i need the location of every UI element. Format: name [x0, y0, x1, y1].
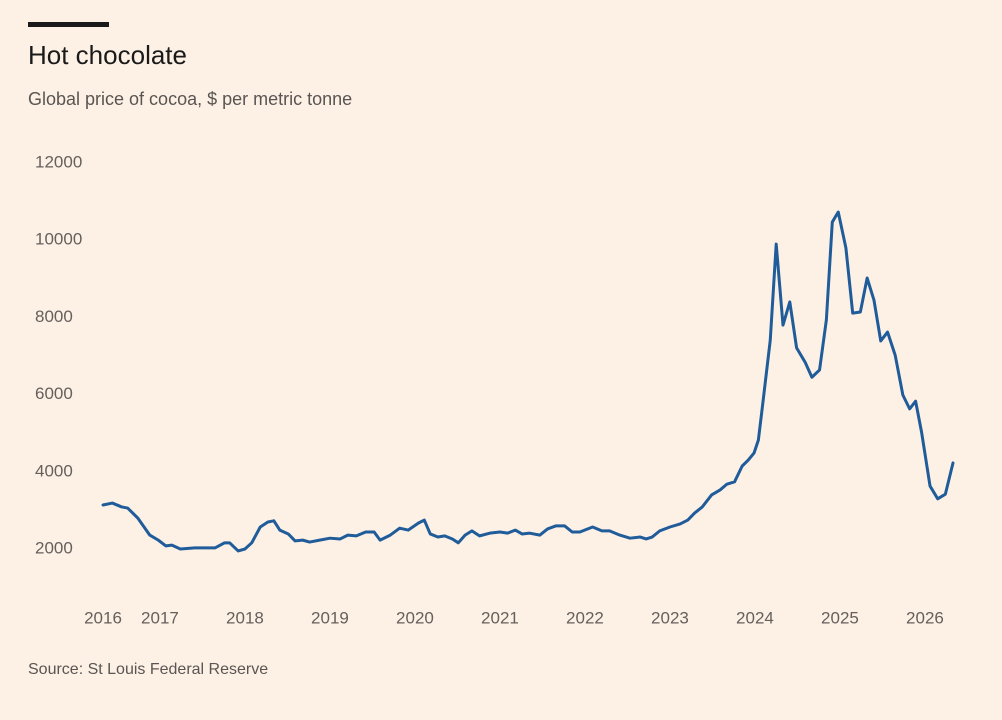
price-line — [101, 210, 955, 553]
x-tick-label: 2024 — [736, 608, 774, 627]
y-tick-label: 10000 — [35, 230, 82, 249]
x-tick-label: 2016 — [84, 608, 122, 627]
x-tick-label: 2018 — [226, 608, 264, 627]
x-tick-label: 2026 — [906, 608, 944, 627]
y-tick-label: 12000 — [35, 152, 82, 171]
title-bar — [28, 22, 109, 27]
x-tick-label: 2020 — [396, 608, 434, 627]
chart-subtitle: Global price of cocoa, $ per metric tonn… — [28, 89, 352, 109]
y-tick-label: 4000 — [35, 461, 73, 480]
x-tick-label: 2019 — [311, 608, 349, 627]
x-tick-label: 2025 — [821, 608, 859, 627]
x-tick-label: 2017 — [141, 608, 179, 627]
chart-title: Hot chocolate — [28, 40, 187, 70]
y-tick-label: 2000 — [35, 538, 73, 557]
x-tick-label: 2021 — [481, 608, 519, 627]
y-tick-label: 8000 — [35, 307, 73, 326]
x-tick-label: 2023 — [651, 608, 689, 627]
y-tick-label: 6000 — [35, 384, 73, 403]
source: Source: St Louis Federal Reserve — [28, 661, 268, 678]
x-tick-label: 2022 — [566, 608, 604, 627]
